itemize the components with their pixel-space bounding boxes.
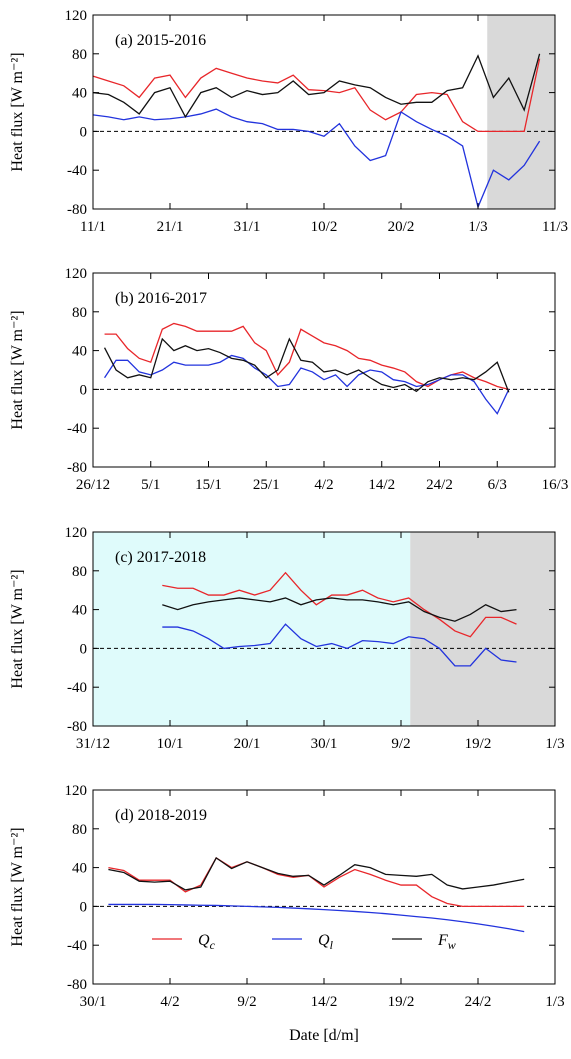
series-line (162, 571, 517, 638)
series-line (92, 58, 541, 133)
x-tick-label: 21/1 (157, 219, 184, 235)
y-axis-label: Heat flux [W m⁻²] (9, 569, 26, 688)
x-tick-label: 10/2 (311, 219, 338, 235)
x-tick-label: 10/1 (157, 736, 184, 752)
x-tick-label: 26/12 (76, 477, 110, 493)
x-tick-label: 4/2 (314, 477, 333, 493)
y-tick-label: -40 (67, 421, 87, 437)
x-tick-label: 14/2 (368, 477, 395, 493)
x-tick-label: 11/3 (542, 219, 568, 235)
x-axis-label: Date [d/m] (289, 1027, 359, 1044)
y-tick-label: -80 (67, 977, 87, 993)
y-tick-label: 40 (72, 603, 87, 619)
y-tick-label: 120 (65, 783, 88, 799)
series-line (92, 108, 541, 210)
y-tick-label: 40 (72, 344, 87, 360)
x-tick-label: 6/3 (488, 477, 507, 493)
series-line (103, 337, 510, 393)
x-tick-label: 19/2 (465, 736, 492, 752)
x-tick-label: 16/3 (542, 477, 569, 493)
x-tick-label: 31/12 (76, 736, 110, 752)
y-tick-label: 0 (80, 124, 88, 140)
y-tick-label: 0 (80, 641, 88, 657)
x-tick-label: 1/3 (545, 736, 564, 752)
y-tick-label: -40 (67, 938, 87, 954)
x-tick-label: 30/1 (80, 994, 107, 1010)
series-line (104, 354, 510, 415)
legend-label: Ql (318, 932, 334, 952)
panel: -80 -40 0 40 80 120 30/1 4/2 9/2 14/2 19/2 24/2 1/3 (… (9, 783, 565, 1044)
x-tick-label: 25/1 (253, 477, 280, 493)
x-tick-label: 24/2 (426, 477, 453, 493)
x-tick-label: 9/2 (391, 736, 410, 752)
legend-label: Fw (437, 932, 456, 952)
x-tick-label: 24/2 (465, 994, 492, 1010)
x-tick-label: 4/2 (160, 994, 179, 1010)
x-tick-label: 5/1 (141, 477, 160, 493)
x-tick-label: 31/1 (234, 219, 261, 235)
y-axis-label: Heat flux [W m⁻²] (9, 827, 26, 946)
x-tick-label: 11/1 (80, 219, 106, 235)
series-line (108, 856, 525, 891)
panel-title: (a) 2015-2016 (115, 32, 206, 49)
y-tick-label: 80 (72, 47, 87, 63)
y-tick-label: 40 (72, 86, 87, 102)
y-tick-label: 0 (80, 899, 88, 915)
x-tick-label: 9/2 (237, 994, 256, 1010)
panel: -80 -40 0 40 80 120 11/1 21/1 31/1 10/2 20/2 1/3 11/… (9, 8, 568, 235)
panel-title: (b) 2016-2017 (115, 290, 207, 307)
x-tick-label: 20/2 (388, 219, 415, 235)
x-tick-label: 1/3 (545, 994, 564, 1010)
y-tick-label: 120 (65, 266, 88, 282)
x-tick-label: 14/2 (311, 994, 338, 1010)
series-line (108, 903, 525, 933)
series-line (162, 623, 517, 667)
shaded-period (487, 15, 555, 209)
x-tick-label: 15/1 (195, 477, 222, 493)
y-tick-label: 120 (65, 8, 88, 24)
x-tick-label: 19/2 (388, 994, 415, 1010)
panel-title: (c) 2017-2018 (115, 549, 206, 566)
x-tick-label: 1/3 (468, 219, 487, 235)
series-line (92, 53, 541, 119)
y-tick-label: -80 (67, 202, 87, 218)
y-axis-label: Heat flux [W m⁻²] (9, 310, 26, 429)
y-tick-label: -40 (67, 163, 87, 179)
panel: -80 -40 0 40 80 120 31/12 10/1 20/1 30/1 9/2 19/2 1/… (9, 525, 565, 752)
y-tick-label: 0 (80, 382, 88, 398)
y-tick-label: -40 (67, 680, 87, 696)
panel: -80 -40 0 40 80 120 26/12 5/1 15/1 25/1 4/2 14/2 24/… (9, 266, 568, 493)
y-tick-label: 40 (72, 861, 87, 877)
y-tick-label: 80 (72, 305, 87, 321)
panel-title: (d) 2018-2019 (115, 807, 207, 824)
x-tick-label: 20/1 (234, 736, 261, 752)
y-tick-label: 120 (65, 525, 88, 541)
y-axis-label: Heat flux [W m⁻²] (9, 52, 26, 171)
shaded-period (410, 532, 555, 726)
y-tick-label: 80 (72, 564, 87, 580)
x-tick-label: 30/1 (311, 736, 338, 752)
shaded-period (93, 532, 411, 726)
series-line (162, 597, 517, 622)
y-tick-label: 80 (72, 822, 87, 838)
legend-label: Qc (198, 932, 216, 952)
y-tick-label: -80 (67, 460, 87, 476)
y-tick-label: -80 (67, 719, 87, 735)
